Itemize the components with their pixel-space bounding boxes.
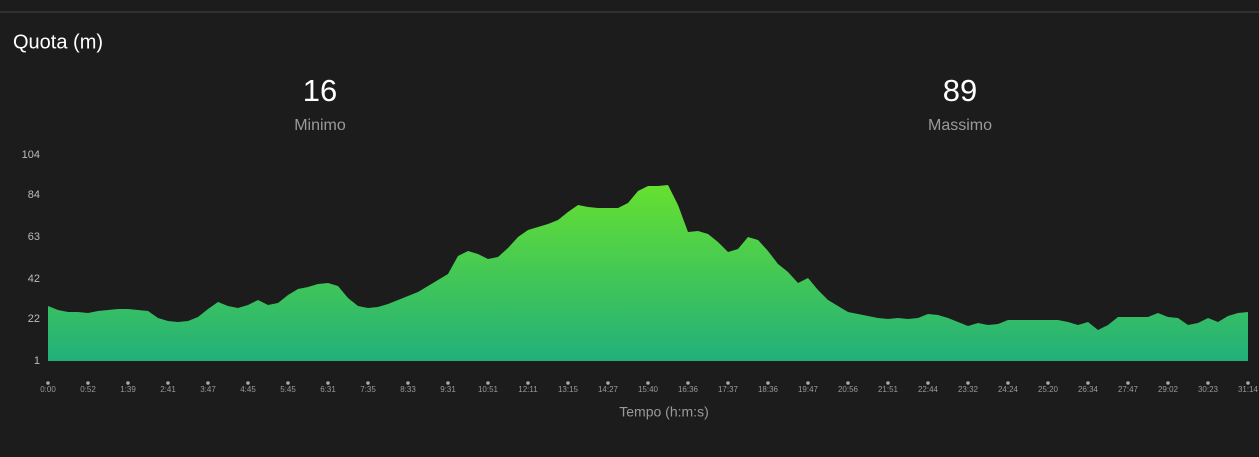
x-tick-dot <box>1006 381 1010 385</box>
x-tick-label: 13:15 <box>558 385 579 394</box>
x-tick-dot <box>326 381 330 385</box>
x-tick-label: 24:24 <box>998 385 1019 394</box>
x-axis-title: Tempo (h:m:s) <box>619 404 708 420</box>
y-tick-label: 1 <box>34 355 40 367</box>
x-tick-label: 0:52 <box>80 385 96 394</box>
stat-value: 16 <box>303 73 337 108</box>
x-tick-dot <box>86 381 90 385</box>
x-tick-label: 10:51 <box>478 385 499 394</box>
x-tick-label: 19:47 <box>798 385 819 394</box>
x-tick-label: 21:51 <box>878 385 899 394</box>
y-tick-label: 84 <box>28 189 40 201</box>
x-tick-label: 26:34 <box>1078 385 1099 394</box>
y-tick-label: 42 <box>28 273 40 285</box>
stat-label: Massimo <box>928 117 992 134</box>
x-tick-label: 27:47 <box>1118 385 1139 394</box>
x-tick-label: 30:23 <box>1198 385 1219 394</box>
x-tick-label: 17:37 <box>718 385 739 394</box>
x-tick-dot <box>1086 381 1090 385</box>
x-tick-dot <box>1246 381 1250 385</box>
stat-value: 89 <box>943 73 977 108</box>
x-tick-dot <box>646 381 650 385</box>
x-tick-label: 0:00 <box>40 385 56 394</box>
x-tick-label: 7:35 <box>360 385 376 394</box>
x-tick-label: 31:14 <box>1238 385 1259 394</box>
x-tick-dot <box>726 381 730 385</box>
x-tick-dot <box>766 381 770 385</box>
x-tick-dot <box>686 381 690 385</box>
x-tick-label: 15:40 <box>638 385 659 394</box>
x-tick-dot <box>46 381 50 385</box>
x-tick-label: 16:36 <box>678 385 699 394</box>
y-tick-label: 22 <box>28 313 40 325</box>
x-tick-dot <box>286 381 290 385</box>
x-tick-label: 23:32 <box>958 385 979 394</box>
y-tick-label: 63 <box>28 231 40 243</box>
x-tick-dot <box>126 381 130 385</box>
x-tick-dot <box>486 381 490 385</box>
x-tick-dot <box>846 381 850 385</box>
x-tick-label: 25:20 <box>1038 385 1059 394</box>
x-tick-dot <box>886 381 890 385</box>
x-tick-label: 5:45 <box>280 385 296 394</box>
x-tick-dot <box>206 381 210 385</box>
x-tick-label: 14:27 <box>598 385 619 394</box>
x-tick-dot <box>246 381 250 385</box>
x-tick-dot <box>1166 381 1170 385</box>
y-tick-label: 104 <box>22 149 40 161</box>
x-tick-dot <box>1206 381 1210 385</box>
x-tick-label: 18:36 <box>758 385 779 394</box>
x-tick-dot <box>366 381 370 385</box>
elevation-area <box>48 185 1248 361</box>
x-tick-dot <box>606 381 610 385</box>
x-tick-dot <box>446 381 450 385</box>
x-tick-dot <box>526 381 530 385</box>
x-tick-label: 6:31 <box>320 385 336 394</box>
x-tick-dot <box>166 381 170 385</box>
stat-label: Minimo <box>294 117 346 134</box>
x-tick-dot <box>406 381 410 385</box>
x-tick-dot <box>806 381 810 385</box>
card-title: Quota (m) <box>13 31 103 53</box>
x-tick-label: 9:31 <box>440 385 456 394</box>
x-tick-label: 8:33 <box>400 385 416 394</box>
x-tick-label: 4:45 <box>240 385 256 394</box>
x-tick-label: 12:11 <box>518 385 538 394</box>
x-tick-dot <box>926 381 930 385</box>
x-tick-label: 1:39 <box>120 385 136 394</box>
x-tick-label: 22:44 <box>918 385 939 394</box>
x-tick-dot <box>966 381 970 385</box>
x-tick-dot <box>1126 381 1130 385</box>
x-tick-label: 29:02 <box>1158 385 1179 394</box>
x-tick-label: 3:47 <box>200 385 216 394</box>
x-tick-dot <box>1046 381 1050 385</box>
x-tick-label: 20:56 <box>838 385 859 394</box>
x-tick-label: 2:41 <box>160 385 176 394</box>
x-tick-dot <box>566 381 570 385</box>
